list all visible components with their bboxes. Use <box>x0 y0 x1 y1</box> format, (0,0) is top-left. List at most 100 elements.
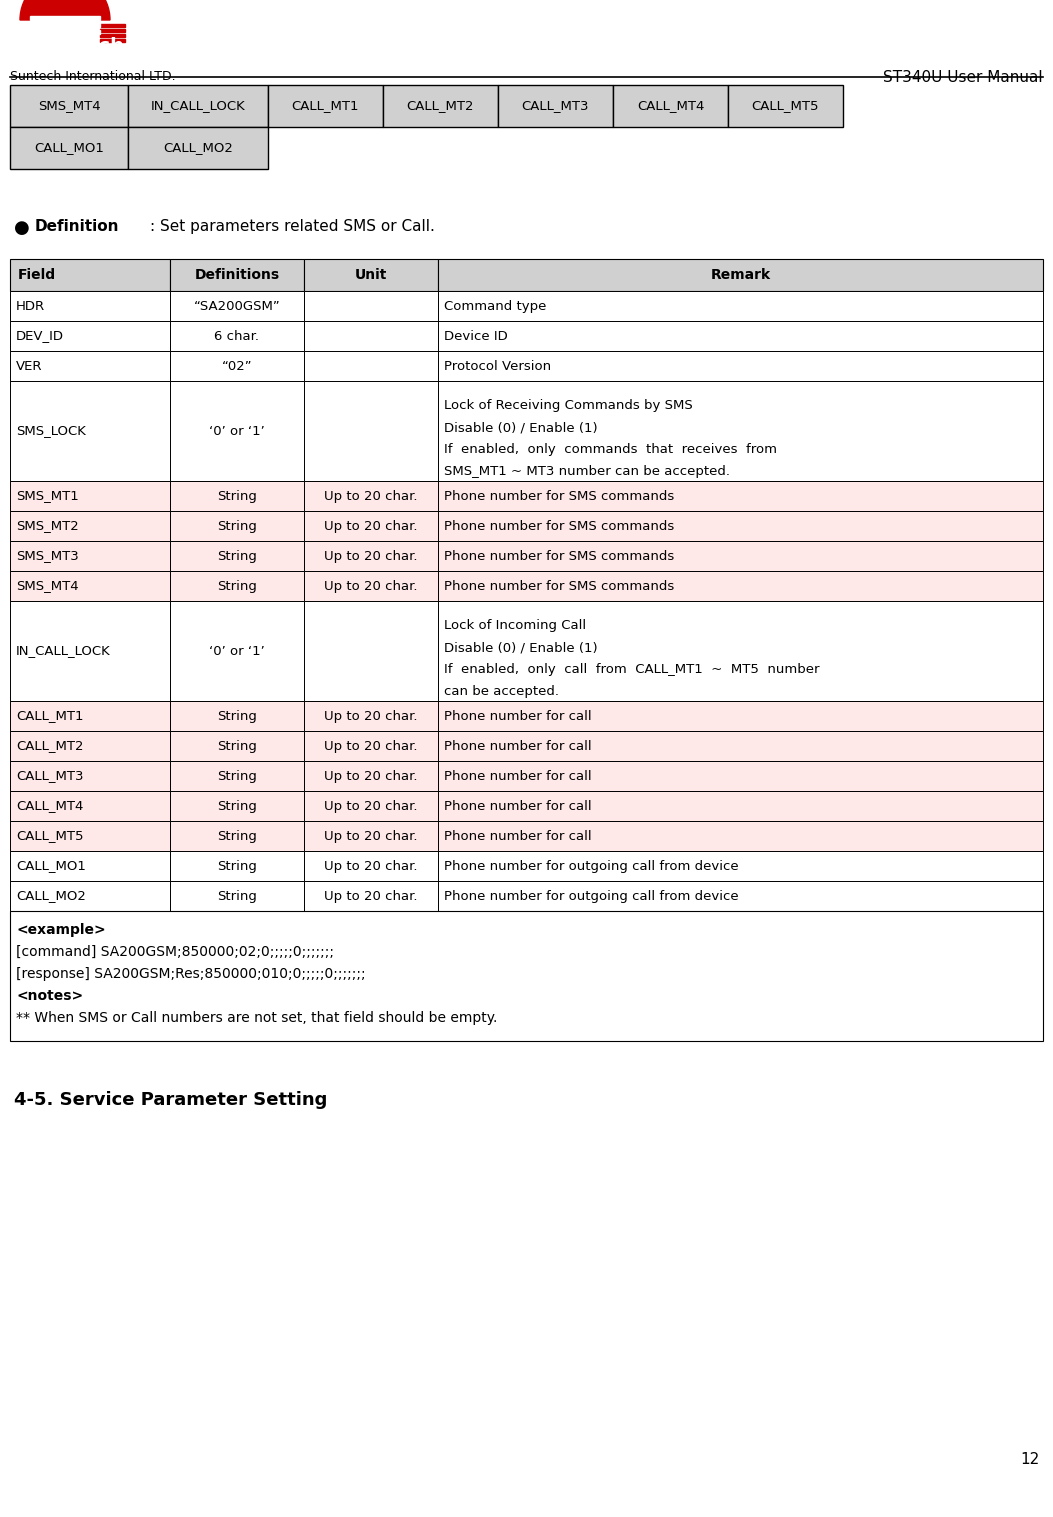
Bar <box>438 851 1044 881</box>
Text: SMS_MT1 ~ MT3 number can be accepted.: SMS_MT1 ~ MT3 number can be accepted. <box>444 466 730 478</box>
Text: String: String <box>217 710 257 722</box>
Bar <box>304 731 438 762</box>
Bar <box>170 259 304 291</box>
Text: CALL_MT3: CALL_MT3 <box>521 100 590 112</box>
Text: 4-5. Service Parameter Setting: 4-5. Service Parameter Setting <box>14 1091 327 1109</box>
Bar <box>9 542 170 570</box>
Bar <box>304 291 438 322</box>
Text: IN_CALL_LOCK: IN_CALL_LOCK <box>16 645 111 657</box>
Bar <box>438 481 1044 511</box>
Text: ‘0’ or ‘1’: ‘0’ or ‘1’ <box>210 645 265 657</box>
Text: ST340U User Manual: ST340U User Manual <box>883 70 1044 85</box>
Text: Phone number for SMS commands: Phone number for SMS commands <box>444 579 674 593</box>
Bar <box>170 601 304 701</box>
Text: If  enabled,  only  call  from  CALL_MT1  ~  MT5  number: If enabled, only call from CALL_MT1 ~ MT… <box>444 663 819 677</box>
Bar <box>304 701 438 731</box>
Bar <box>438 881 1044 912</box>
Text: Phone number for outgoing call from device: Phone number for outgoing call from devi… <box>444 889 738 903</box>
Bar <box>438 350 1044 381</box>
Text: Up to 20 char.: Up to 20 char. <box>324 710 418 722</box>
Bar <box>170 291 304 322</box>
Text: String: String <box>217 889 257 903</box>
Text: CALL_MO2: CALL_MO2 <box>163 141 233 155</box>
Text: SMS_MT1: SMS_MT1 <box>16 490 79 502</box>
Bar <box>170 381 304 481</box>
Bar <box>304 259 438 291</box>
Text: SMS_MT4: SMS_MT4 <box>16 579 79 593</box>
Text: : Set parameters related SMS or Call.: : Set parameters related SMS or Call. <box>150 218 435 234</box>
Bar <box>438 511 1044 542</box>
Bar <box>9 851 170 881</box>
Text: CALL_MT5: CALL_MT5 <box>16 830 83 842</box>
Bar <box>170 821 304 851</box>
Bar <box>304 851 438 881</box>
Text: If  enabled,  only  commands  that  receives  from: If enabled, only commands that receives … <box>444 443 777 457</box>
Bar <box>9 731 170 762</box>
Text: Phone number for call: Phone number for call <box>444 799 592 813</box>
Text: Unit: Unit <box>355 269 388 282</box>
Bar <box>438 762 1044 790</box>
Wedge shape <box>20 0 110 20</box>
Bar <box>9 481 170 511</box>
Bar <box>100 33 125 36</box>
Bar <box>438 731 1044 762</box>
Text: Remark: Remark <box>711 269 771 282</box>
Bar <box>613 85 728 127</box>
Text: 6 char.: 6 char. <box>215 329 259 343</box>
Text: CALL_MT4: CALL_MT4 <box>16 799 83 813</box>
Bar <box>170 790 304 821</box>
Bar <box>128 127 269 168</box>
Text: <notes>: <notes> <box>16 989 83 1003</box>
Text: Up to 20 char.: Up to 20 char. <box>324 769 418 783</box>
Text: Up to 20 char.: Up to 20 char. <box>324 799 418 813</box>
Text: [command] SA200GSM;850000;02;0;;;;;0;;;;;;;: [command] SA200GSM;850000;02;0;;;;;0;;;;… <box>16 945 334 959</box>
Bar <box>304 381 438 481</box>
Text: DEV_ID: DEV_ID <box>16 329 64 343</box>
Text: CALL_MT3: CALL_MT3 <box>16 769 83 783</box>
Text: SMS_LOCK: SMS_LOCK <box>16 425 86 437</box>
Bar <box>29 23 100 27</box>
Bar <box>304 322 438 350</box>
Text: <example>: <example> <box>16 922 105 938</box>
Bar <box>438 570 1044 601</box>
Bar <box>438 821 1044 851</box>
Text: CALL_MT1: CALL_MT1 <box>292 100 359 112</box>
Bar <box>128 85 269 127</box>
Text: Up to 20 char.: Up to 20 char. <box>324 860 418 872</box>
Bar <box>100 24 125 27</box>
Bar <box>170 881 304 912</box>
Text: Command type: Command type <box>444 299 547 313</box>
Bar <box>304 601 438 701</box>
Bar <box>170 542 304 570</box>
Text: CALL_MT2: CALL_MT2 <box>16 739 83 752</box>
Bar <box>438 790 1044 821</box>
Text: Lock of Receiving Commands by SMS: Lock of Receiving Commands by SMS <box>444 399 693 411</box>
Bar <box>9 701 170 731</box>
Text: [response] SA200GSM;Res;850000;010;0;;;;;0;;;;;;;: [response] SA200GSM;Res;850000;010;0;;;;… <box>16 966 365 981</box>
Text: String: String <box>217 579 257 593</box>
Bar <box>304 821 438 851</box>
Bar <box>438 701 1044 731</box>
Bar <box>170 322 304 350</box>
Bar <box>170 762 304 790</box>
Text: String: String <box>217 519 257 532</box>
Bar <box>304 570 438 601</box>
Text: String: String <box>217 769 257 783</box>
Bar <box>170 701 304 731</box>
Text: Suntech International LTD.: Suntech International LTD. <box>9 70 176 83</box>
Bar <box>438 291 1044 322</box>
Text: SMS_MT3: SMS_MT3 <box>16 549 79 563</box>
Text: HDR: HDR <box>16 299 45 313</box>
Bar <box>9 570 170 601</box>
Bar <box>9 511 170 542</box>
Text: Phone number for call: Phone number for call <box>444 769 592 783</box>
Bar <box>9 259 170 291</box>
Text: Definition: Definition <box>35 218 119 234</box>
Bar <box>383 85 498 127</box>
Text: String: String <box>217 490 257 502</box>
Text: Phone number for outgoing call from device: Phone number for outgoing call from devi… <box>444 860 738 872</box>
Bar <box>9 381 170 481</box>
Bar <box>438 259 1044 291</box>
Bar <box>170 851 304 881</box>
Text: String: String <box>217 860 257 872</box>
